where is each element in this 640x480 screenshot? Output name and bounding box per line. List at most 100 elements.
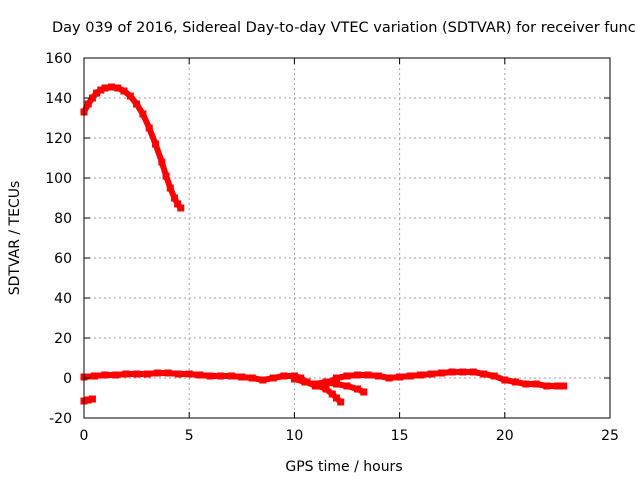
data-point bbox=[84, 100, 92, 108]
data-point bbox=[88, 94, 96, 102]
data-point bbox=[259, 376, 267, 384]
data-point bbox=[107, 83, 115, 91]
data-point bbox=[427, 370, 435, 378]
y-tick-label: 0 bbox=[63, 371, 72, 387]
data-point bbox=[126, 92, 134, 100]
data-point bbox=[112, 371, 120, 379]
data-point bbox=[459, 368, 467, 376]
data-point bbox=[332, 374, 340, 382]
data-point bbox=[522, 380, 530, 388]
data-point bbox=[238, 373, 246, 381]
data-point bbox=[438, 369, 446, 377]
data-point bbox=[122, 370, 130, 378]
data-point bbox=[227, 372, 235, 380]
data-point bbox=[417, 371, 425, 379]
y-tick-label: 100 bbox=[45, 171, 72, 187]
data-point bbox=[97, 86, 105, 94]
data-point bbox=[114, 84, 122, 92]
data-point bbox=[248, 374, 256, 382]
data-point bbox=[560, 382, 568, 390]
y-tick-label: 160 bbox=[45, 51, 72, 67]
data-point bbox=[206, 372, 214, 380]
data-point bbox=[84, 396, 92, 404]
data-point bbox=[290, 375, 298, 383]
x-tick-label: 10 bbox=[285, 428, 303, 444]
data-point bbox=[322, 378, 330, 386]
data-point bbox=[375, 372, 383, 380]
data-point bbox=[164, 369, 172, 377]
data-point bbox=[406, 372, 414, 380]
data-point bbox=[311, 380, 319, 388]
y-tick-label: -20 bbox=[49, 411, 72, 427]
y-tick-label: 80 bbox=[54, 211, 72, 227]
data-point bbox=[322, 385, 330, 393]
data-point bbox=[385, 374, 393, 382]
series-line bbox=[81, 84, 184, 211]
data-point bbox=[360, 388, 368, 396]
axis-ticks: 0 5 10 15 20 25 -20 0 20 40 60 80 100 120 140 160 bbox=[45, 51, 619, 444]
data-point bbox=[364, 371, 372, 379]
data-point bbox=[396, 373, 404, 381]
data-point bbox=[88, 395, 96, 403]
data-point bbox=[185, 370, 193, 378]
data-point bbox=[448, 368, 456, 376]
data-point bbox=[120, 87, 128, 95]
y-tick-label: 20 bbox=[54, 331, 72, 347]
data-point bbox=[177, 204, 185, 212]
data-point bbox=[133, 100, 141, 108]
data-point bbox=[174, 200, 182, 208]
data-point bbox=[91, 372, 99, 380]
data-point bbox=[332, 394, 340, 402]
data-point bbox=[154, 369, 162, 377]
data-point bbox=[501, 376, 509, 384]
data-point bbox=[101, 371, 109, 379]
data-point bbox=[217, 372, 225, 380]
y-tick-label: 60 bbox=[54, 251, 72, 267]
data-point bbox=[301, 378, 309, 386]
data-point bbox=[162, 172, 170, 180]
data-point bbox=[553, 382, 561, 390]
data-point bbox=[280, 372, 288, 380]
data-point bbox=[511, 378, 519, 386]
data-point bbox=[490, 372, 498, 380]
data-marks bbox=[80, 83, 568, 406]
data-point bbox=[354, 371, 362, 379]
data-point bbox=[543, 382, 551, 390]
x-tick-label: 5 bbox=[185, 428, 194, 444]
data-point bbox=[343, 382, 351, 390]
data-point bbox=[332, 380, 340, 388]
data-point bbox=[170, 194, 178, 202]
x-tick-label: 20 bbox=[496, 428, 514, 444]
data-point bbox=[139, 110, 147, 118]
data-point bbox=[343, 372, 351, 380]
x-tick-label: 0 bbox=[80, 428, 89, 444]
x-axis-label: GPS time / hours bbox=[285, 459, 402, 475]
data-point bbox=[354, 385, 362, 393]
series-short-start bbox=[80, 395, 96, 405]
data-point bbox=[143, 370, 151, 378]
plot-frame bbox=[83, 57, 611, 419]
x-tick-label: 15 bbox=[391, 428, 409, 444]
y-tick-label: 40 bbox=[54, 291, 72, 307]
data-point bbox=[328, 390, 336, 398]
data-point bbox=[532, 380, 540, 388]
chart-title: Day 039 of 2016, Sidereal Day-to-day VTE… bbox=[52, 20, 636, 36]
data-point bbox=[152, 140, 160, 148]
data-point bbox=[93, 89, 101, 97]
data-point bbox=[196, 371, 204, 379]
data-point bbox=[158, 158, 166, 166]
data-point bbox=[145, 124, 153, 132]
data-point bbox=[469, 368, 477, 376]
data-point bbox=[133, 370, 141, 378]
y-tick-label: 140 bbox=[45, 91, 72, 107]
data-point bbox=[480, 370, 488, 378]
y-axis-label: SDTVAR / TECUs bbox=[7, 181, 23, 296]
x-tick-label: 25 bbox=[601, 428, 619, 444]
data-point bbox=[101, 84, 109, 92]
y-tick-label: 120 bbox=[45, 131, 72, 147]
grid-lines bbox=[84, 58, 610, 418]
data-point bbox=[337, 398, 345, 406]
data-point bbox=[166, 184, 174, 192]
data-point bbox=[269, 374, 277, 382]
